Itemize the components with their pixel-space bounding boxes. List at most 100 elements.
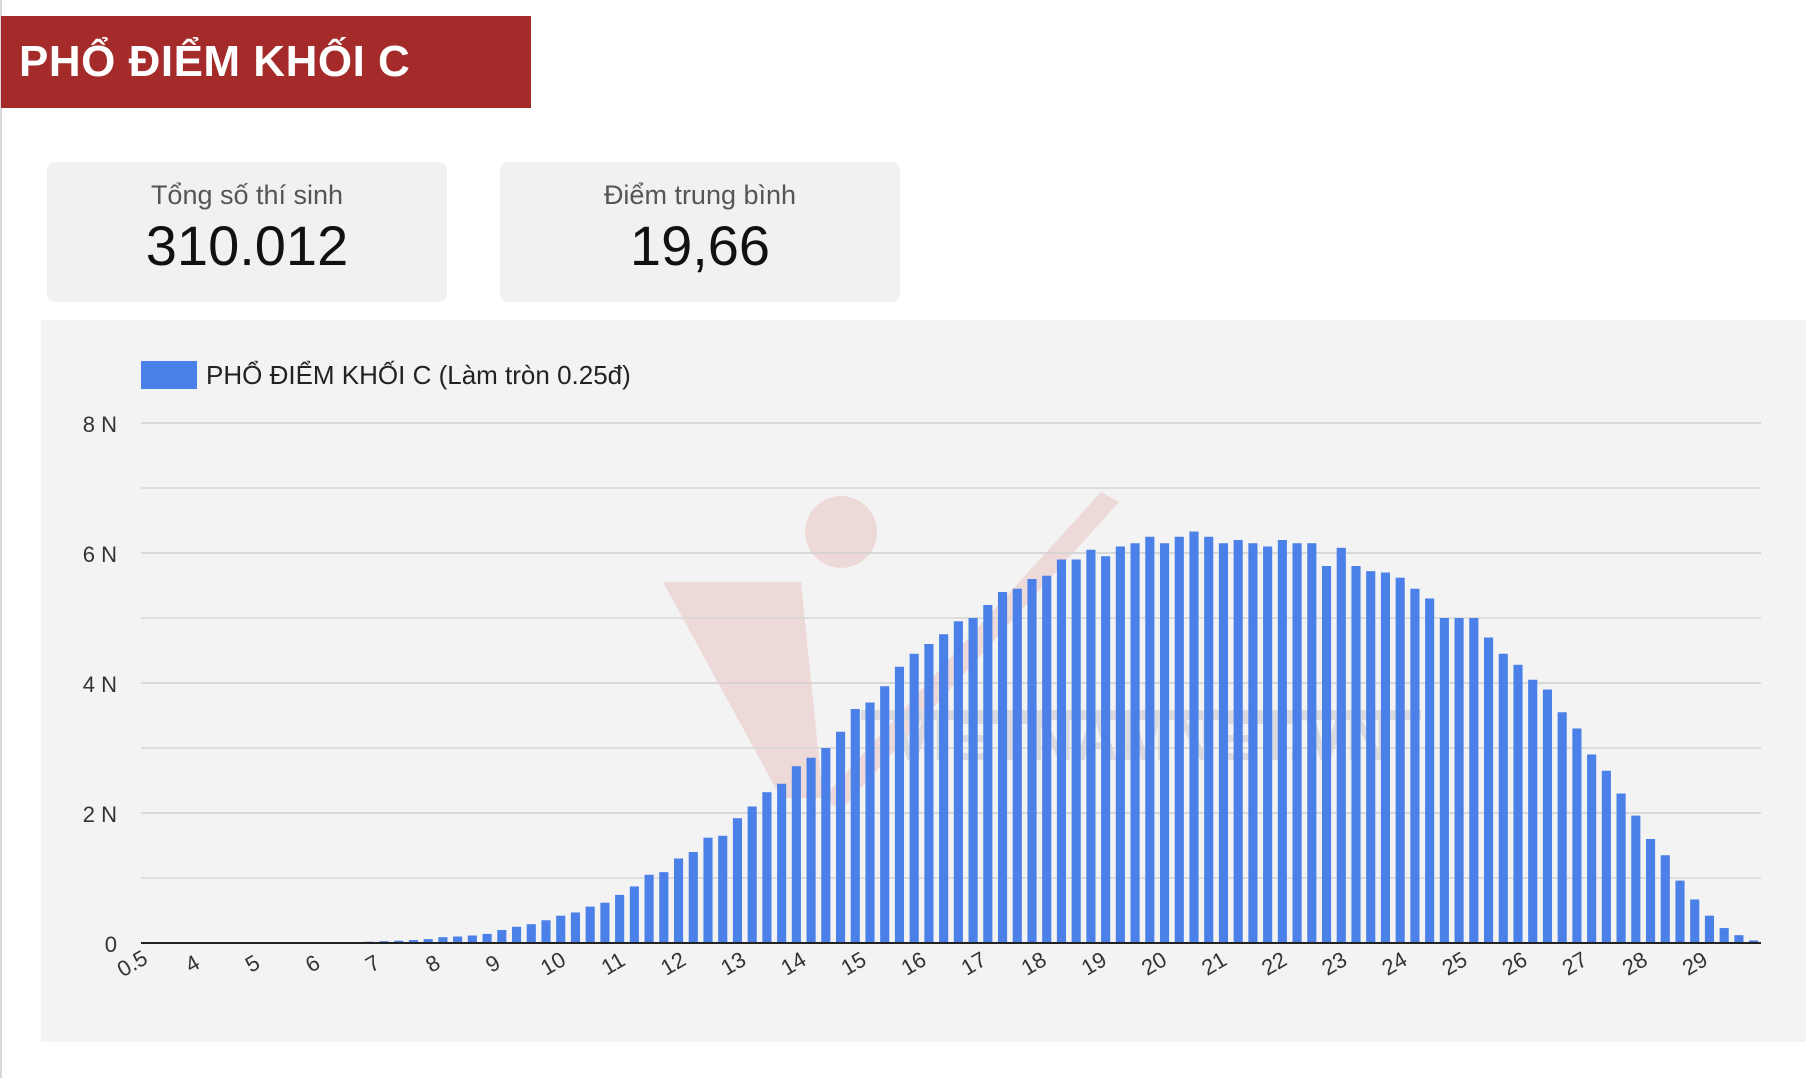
- bar: [939, 634, 949, 943]
- bar: [1145, 536, 1155, 943]
- bar: [1027, 579, 1037, 943]
- bar: [1307, 543, 1317, 943]
- bar: [482, 933, 492, 943]
- bar: [511, 926, 522, 943]
- title-banner: PHỔ ĐIỂM KHỐI C: [1, 16, 531, 108]
- stat-card-total-candidates: Tổng số thí sinh 310.012: [47, 162, 447, 302]
- bar: [1513, 664, 1523, 943]
- bar: [1130, 543, 1140, 943]
- bar: [1086, 549, 1096, 943]
- histogram-chart: VIETNAMNET.VN 02 N4 N6 N8 N0.5 4 5 6 7 8 9 10 11…: [83, 360, 1761, 982]
- x-tick-label: 15: [837, 947, 871, 981]
- bar: [1277, 540, 1287, 943]
- bar: [1366, 571, 1376, 943]
- bar: [909, 653, 919, 943]
- bar: [526, 924, 536, 943]
- bar: [1616, 793, 1626, 943]
- x-tick-label: 22: [1257, 947, 1291, 981]
- bar: [659, 872, 669, 943]
- bar: [644, 874, 654, 943]
- bar: [1690, 899, 1700, 943]
- bar: [408, 940, 419, 943]
- bar: [821, 748, 831, 943]
- x-tick-label: 8: [421, 950, 444, 978]
- bar: [1380, 572, 1391, 943]
- stat-value: 310.012: [145, 214, 349, 277]
- bar: [1454, 618, 1464, 943]
- bar: [718, 835, 728, 943]
- bar: [791, 766, 801, 943]
- bar: [1395, 577, 1405, 943]
- bar: [423, 939, 433, 943]
- bar: [1115, 546, 1125, 943]
- x-tick-label: 12: [656, 947, 690, 981]
- left-border: [0, 0, 2, 1078]
- x-tick-label: 21: [1197, 947, 1231, 981]
- bar: [703, 837, 713, 943]
- stat-value: 19,66: [629, 214, 771, 277]
- x-tick-label: 27: [1558, 947, 1592, 981]
- x-tick-label: 14: [776, 947, 810, 981]
- bar: [997, 592, 1008, 943]
- bar: [762, 792, 772, 943]
- x-tick-label: 20: [1137, 947, 1171, 981]
- bar: [1631, 815, 1641, 943]
- stat-card-average-score: Điểm trung bình 19,66: [500, 162, 900, 302]
- bar: [600, 902, 610, 943]
- legend-swatch: [141, 361, 197, 389]
- bar: [585, 906, 595, 943]
- stat-label: Điểm trung bình: [603, 180, 797, 210]
- bar: [894, 666, 905, 943]
- bar: [673, 858, 684, 943]
- bar: [467, 935, 477, 943]
- bar: [880, 686, 890, 943]
- x-tick-label: 26: [1498, 947, 1532, 981]
- bar: [1233, 540, 1243, 943]
- bar: [1056, 559, 1067, 943]
- bar: [1218, 543, 1229, 943]
- x-tick-label: 6: [301, 950, 324, 978]
- x-tick-label: 9: [481, 950, 504, 978]
- bar: [983, 605, 993, 943]
- bar: [968, 618, 978, 943]
- bar: [777, 783, 787, 943]
- bar: [1042, 575, 1052, 943]
- x-tick-label: 7: [361, 950, 384, 978]
- bar: [1587, 754, 1597, 943]
- bar: [1557, 712, 1567, 943]
- bar: [1660, 855, 1670, 943]
- bar: [453, 936, 463, 943]
- x-tick-label: 4: [181, 950, 204, 978]
- y-tick-label: 6 N: [83, 542, 117, 567]
- legend-label: PHỔ ĐIỂM KHỐI C (Làm tròn 0.25đ): [206, 360, 631, 390]
- bar: [1704, 915, 1715, 943]
- bar: [924, 644, 934, 943]
- x-tick-label: 0.5: [113, 945, 152, 982]
- bar: [806, 757, 816, 943]
- bar: [497, 930, 507, 943]
- bar: [1012, 588, 1022, 943]
- x-tick-label: 25: [1438, 947, 1472, 981]
- bar: [747, 806, 757, 943]
- bar: [1749, 940, 1759, 943]
- bar: [1498, 653, 1508, 943]
- bar: [1101, 556, 1111, 943]
- bar: [629, 886, 639, 943]
- bar: [1263, 546, 1273, 943]
- x-tick-label: 16: [897, 947, 931, 981]
- x-tick-label: 10: [536, 947, 570, 981]
- x-tick-label: 13: [716, 947, 750, 981]
- x-tick-label: 11: [597, 947, 629, 980]
- stat-label: Tổng số thí sinh: [150, 180, 344, 210]
- bar: [1675, 880, 1685, 943]
- bar: [556, 915, 566, 943]
- bar: [1572, 728, 1582, 943]
- bar: [1528, 679, 1538, 943]
- chart-legend: PHỔ ĐIỂM KHỐI C (Làm tròn 0.25đ): [141, 360, 631, 390]
- bar: [1321, 566, 1332, 943]
- bar: [1542, 689, 1553, 943]
- bar: [1645, 839, 1656, 943]
- bar: [850, 709, 860, 943]
- x-tick-label: 17: [957, 947, 991, 981]
